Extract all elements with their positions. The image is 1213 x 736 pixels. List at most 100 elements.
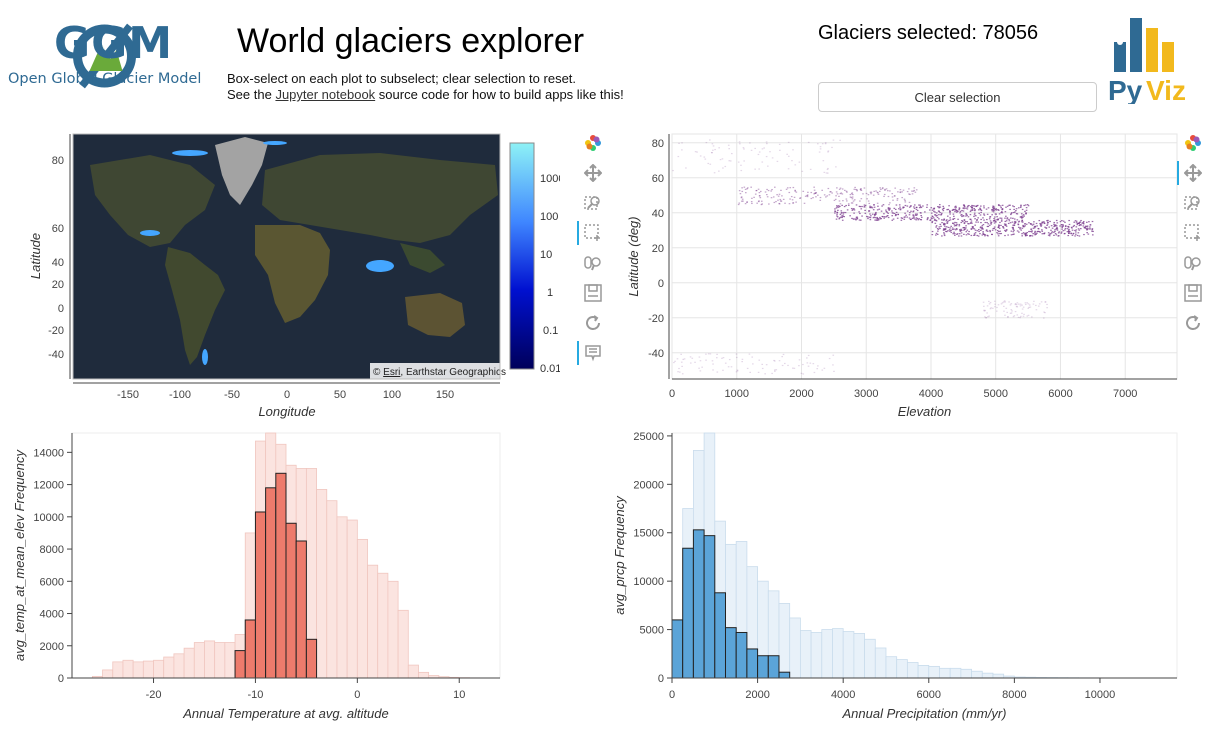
scatter-point [777,199,779,201]
scatter-point [852,208,854,210]
scatter-point [968,223,970,225]
scatter-point [891,212,894,214]
scatter-point [952,218,954,220]
scatter-point [888,208,891,210]
scatter-point [856,217,859,219]
scatter-point [836,213,838,215]
scatter-point [914,191,917,193]
scatter-point [731,152,733,155]
scatter-point [913,206,915,208]
scatter-point [799,197,802,199]
scatter-point [988,300,990,303]
oggm-logo [73,23,136,89]
scatter-point [838,218,840,220]
scatter-point [735,353,738,355]
temp-bar-all [173,653,185,679]
scatter-point [836,193,839,195]
map-y-tick: 60 [52,223,64,235]
wheel-zoom-icon[interactable] [581,248,605,278]
scatter-point [876,218,878,220]
prcp-bar-all [832,628,844,679]
scatter-point [773,359,775,362]
scatter-point [1004,230,1007,232]
instructions-line-2: See the Jupyter notebook source code for… [227,87,624,103]
scatter-point [979,227,982,229]
precipitation-histogram[interactable]: 0 2000 4000 6000 8000 10000050001000015000200… [600,425,1190,731]
scatter-point [945,231,948,233]
scatter-point [902,207,904,209]
scatter-point [682,358,685,361]
scatter-grid [671,133,1178,380]
scatter-point [1050,229,1052,231]
elevation-latitude-plot[interactable]: 0 1000 2000 3000 4000 5000 6000 7000806040200-2… [610,125,1180,425]
scatter-point [680,361,683,363]
scatter-point [845,200,848,202]
scatter-point [883,216,886,218]
box-zoom-icon[interactable] [1181,188,1205,218]
scatter-point [1003,223,1006,225]
scatter-point [894,187,897,189]
scatter-point [872,209,875,211]
scatter-point [975,205,978,207]
scatter-point [1075,222,1078,224]
scatter-point [1025,213,1027,215]
scatter-point [815,196,817,198]
pan-icon[interactable] [1177,158,1205,188]
scatter-point [997,304,1000,306]
scatter-point [965,225,967,227]
scatter-point [915,208,918,210]
scatter-point [913,216,915,218]
scatter-point [1000,219,1003,221]
scatter-point [1064,229,1066,231]
scatter-point [933,219,936,221]
prcp-bar-selected [703,535,716,679]
scatter-point [1000,217,1003,219]
scatter-point [859,200,861,202]
scatter-point [1025,234,1027,236]
scatter-point [994,306,996,308]
scatter-point [953,228,955,230]
jupyter-notebook-link[interactable]: Jupyter notebook [275,87,376,102]
scatter-point [851,217,853,220]
scatter-point [949,211,951,213]
box-zoom-icon[interactable] [581,188,605,218]
scatter-point [986,234,989,236]
scatter-point [1015,213,1018,215]
scatter-point [959,230,962,232]
scatter-point [982,223,985,226]
reset-icon[interactable] [581,308,605,338]
scatter-point [1021,312,1023,314]
bokeh-logo-icon[interactable] [1181,128,1205,158]
reset-icon[interactable] [1181,308,1205,338]
scatter-point [1014,220,1016,223]
save-icon[interactable] [1181,278,1205,308]
scatter-point [835,191,838,193]
temperature-histogram[interactable]: -20 -10 0 100200040006000800010000120001400… [0,425,560,731]
wheel-zoom-icon[interactable] [1181,248,1205,278]
scatter-point [1047,221,1049,224]
prcp-bar-all [864,638,876,679]
bokeh-logo-icon[interactable] [581,128,605,158]
hover-icon[interactable] [577,338,605,368]
scatter-point [898,208,900,210]
pan-icon[interactable] [581,158,605,188]
box-select-icon[interactable] [577,218,605,248]
scatter-point [1012,233,1014,236]
map-plot[interactable]: © Esri, Earthstar Geographics 80 60 40 2… [0,125,560,425]
scatter-point [973,233,976,235]
box-select-icon[interactable] [1181,218,1205,248]
scatter-point [1032,227,1035,229]
scatter-point [1034,234,1036,236]
save-icon[interactable] [581,278,605,308]
scatter-point [954,205,957,207]
scatter-point [967,223,969,225]
scatter-point [962,207,964,209]
scatter-point [698,367,700,369]
scatter-point [939,227,941,230]
scatter-point [942,229,945,231]
scatter-point [967,205,969,207]
clear-selection-button[interactable]: Clear selection [818,82,1097,112]
scatter-point [926,218,929,221]
scatter-point [989,308,992,310]
scatter-point [1050,225,1053,227]
